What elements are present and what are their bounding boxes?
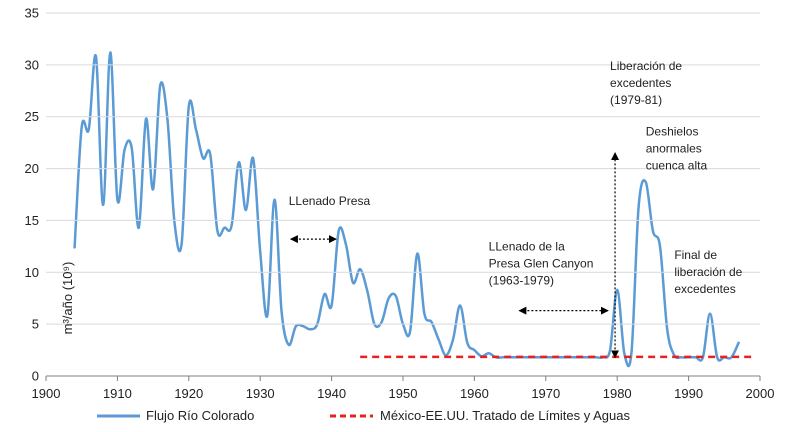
legend: Flujo Río Colorado México-EE.UU. Tratado …	[97, 408, 630, 423]
x-tick-label: 1950	[389, 386, 418, 401]
legend-label-treaty: México-EE.UU. Tratado de Límites y Aguas	[380, 408, 630, 423]
annotation-text: (1963-1979)	[489, 274, 554, 288]
y-axis-title: m³/año (10⁹)	[60, 262, 75, 335]
x-tick-label: 1910	[103, 386, 132, 401]
y-tick-label: 5	[32, 317, 39, 332]
x-tick-label: 1940	[317, 386, 346, 401]
annotation-text: liberación de	[674, 265, 742, 279]
annotation-text: LLenado Presa	[289, 194, 371, 208]
y-tick-label: 0	[32, 369, 39, 384]
y-tick-label: 30	[25, 57, 39, 72]
y-tick-label: 15	[25, 213, 39, 228]
x-tick-label: 1980	[603, 386, 632, 401]
legend-label-flow: Flujo Río Colorado	[146, 408, 254, 423]
annotation-text: excedentes	[674, 282, 735, 296]
x-tick-label: 2000	[746, 386, 775, 401]
y-tick-label: 10	[25, 265, 39, 280]
annotation-text: Presa Glen Canyon	[489, 257, 594, 271]
y-tick-label: 25	[25, 109, 39, 124]
annotation-text: cuenca alta	[646, 158, 708, 172]
annotation-text: anormales	[646, 141, 702, 155]
annotation-text: excedentes	[610, 76, 671, 90]
x-tick-label: 1990	[674, 386, 703, 401]
y-tick-label: 20	[25, 161, 39, 176]
x-tick-label: 1900	[32, 386, 61, 401]
plot-area	[73, 51, 753, 368]
annotations: LLenado Presa LLenado de la Presa Glen Can…	[289, 59, 743, 359]
axes: 0 5 10 15 20 25 30 35 1900 1910 1920 1930 1940 1950 19…	[25, 6, 775, 402]
x-tick-label: 1920	[174, 386, 203, 401]
x-tick-label: 1930	[246, 386, 275, 401]
annotation-text: Final de	[674, 248, 717, 262]
series-line-flow	[73, 51, 740, 368]
annotation-text: (1979-81)	[610, 93, 662, 107]
x-tick-label: 1970	[531, 386, 560, 401]
annotation-text: Deshielos	[646, 124, 699, 138]
annotation-text: Liberación de	[610, 59, 682, 73]
x-tick-label: 1960	[460, 386, 489, 401]
annotation-text: LLenado de la	[489, 240, 565, 254]
y-tick-label: 35	[25, 6, 39, 21]
